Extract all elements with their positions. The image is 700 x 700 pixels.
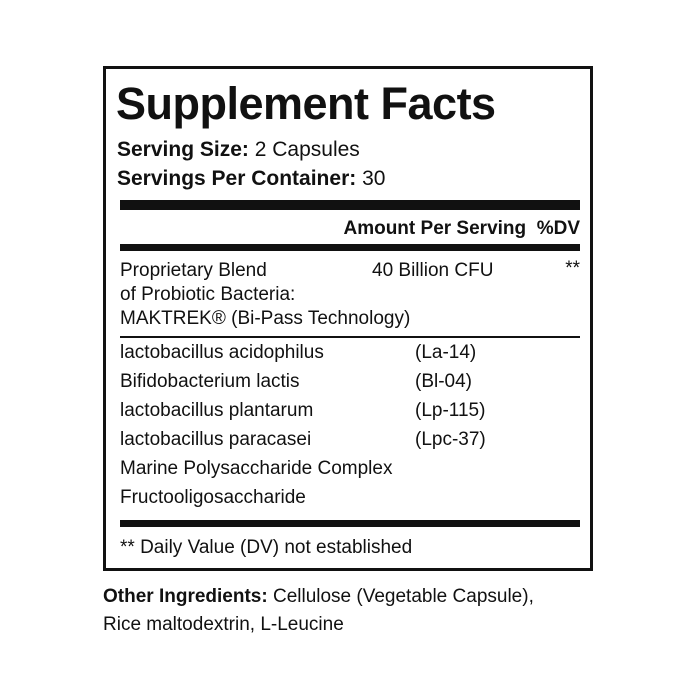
ingredient-strain: (Lpc-37) bbox=[415, 429, 486, 450]
column-header: Amount Per Serving %DV bbox=[343, 218, 580, 239]
blend-line-1: Proprietary Blend bbox=[120, 260, 267, 281]
blend-dv: ** bbox=[565, 258, 580, 279]
other-ingredients-line-2: Rice maltodextrin, L-Leucine bbox=[103, 614, 344, 635]
medium-divider bbox=[120, 244, 580, 251]
blend-amount: 40 Billion CFU bbox=[372, 260, 494, 281]
ingredient-strain: (Lp-115) bbox=[415, 400, 486, 421]
blend-line-3: MAKTREK® (Bi-Pass Technology) bbox=[120, 308, 411, 329]
panel-title: Supplement Facts bbox=[116, 78, 496, 129]
serving-size: Serving Size: 2 Capsules bbox=[117, 138, 360, 161]
ingredient-name: Fructooligosaccharide bbox=[120, 487, 306, 508]
ingredient-name: lactobacillus acidophilus bbox=[120, 342, 324, 363]
blend-line-2: of Probiotic Bacteria: bbox=[120, 284, 296, 305]
supplement-facts-panel bbox=[103, 66, 593, 571]
ingredient-name: Bifidobacterium lactis bbox=[120, 371, 300, 392]
bottom-divider bbox=[120, 520, 580, 527]
ingredient-name: lactobacillus plantarum bbox=[120, 400, 314, 421]
servings-per-container: Servings Per Container: 30 bbox=[117, 167, 386, 190]
ingredient-name: Marine Polysaccharide Complex bbox=[120, 458, 393, 479]
thick-divider bbox=[120, 200, 580, 210]
other-ingredients: Other Ingredients: Cellulose (Vegetable … bbox=[103, 586, 534, 607]
footnote: ** Daily Value (DV) not established bbox=[120, 537, 413, 558]
ingredient-name: lactobacillus paracasei bbox=[120, 429, 312, 450]
ingredient-strain: (Bl-04) bbox=[415, 371, 473, 392]
ingredient-strain: (La-14) bbox=[415, 342, 477, 363]
thin-divider bbox=[120, 336, 580, 338]
